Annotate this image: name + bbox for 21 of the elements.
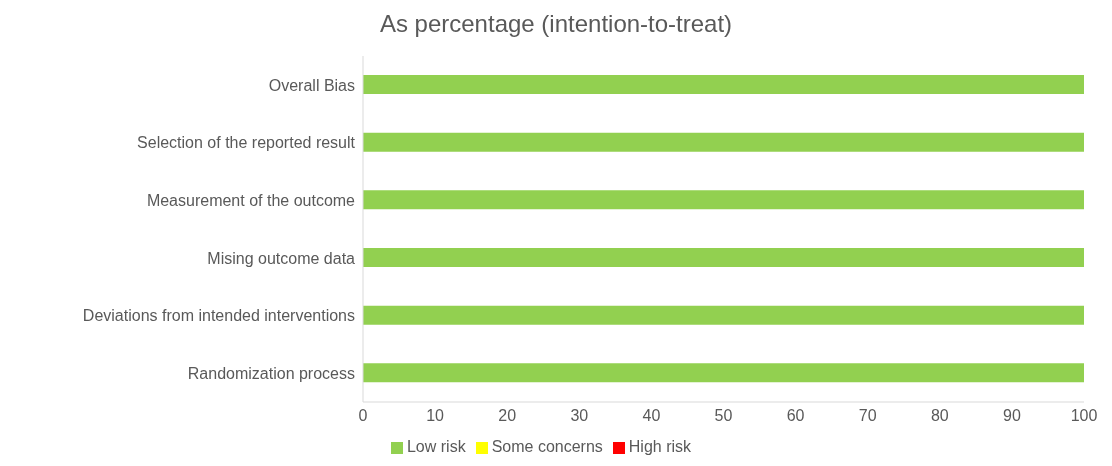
legend-label: Some concerns [491, 438, 603, 455]
legend-label: Low risk [406, 438, 466, 455]
chart-title: As percentage (intention-to-treat) [378, 10, 734, 39]
y-tick-label: Randomization process [187, 364, 355, 382]
legend-label: High risk [628, 438, 692, 455]
x-tick-label: 10 [426, 407, 445, 425]
y-tick-label: Measurement of the outcome [146, 191, 356, 209]
x-tick-label: 100 [1070, 407, 1098, 425]
x-tick-label: 20 [498, 407, 517, 425]
y-tick-label: Selection of the reported result [137, 134, 356, 152]
x-tick-label: 30 [570, 407, 589, 425]
x-tick-label: 50 [714, 407, 733, 425]
x-tick-label: 0 [358, 407, 368, 425]
x-tick-label: 70 [858, 407, 877, 425]
y-tick-label: Overall Bias [268, 76, 355, 94]
y-tick-label: Mising outcome data [207, 249, 356, 267]
x-tick-label: 80 [930, 407, 949, 425]
x-tick-label: 60 [786, 407, 805, 425]
y-tick-label: Deviations from intended interventions [82, 307, 355, 325]
x-tick-label: 40 [642, 407, 661, 425]
x-tick-label: 90 [1003, 407, 1021, 425]
